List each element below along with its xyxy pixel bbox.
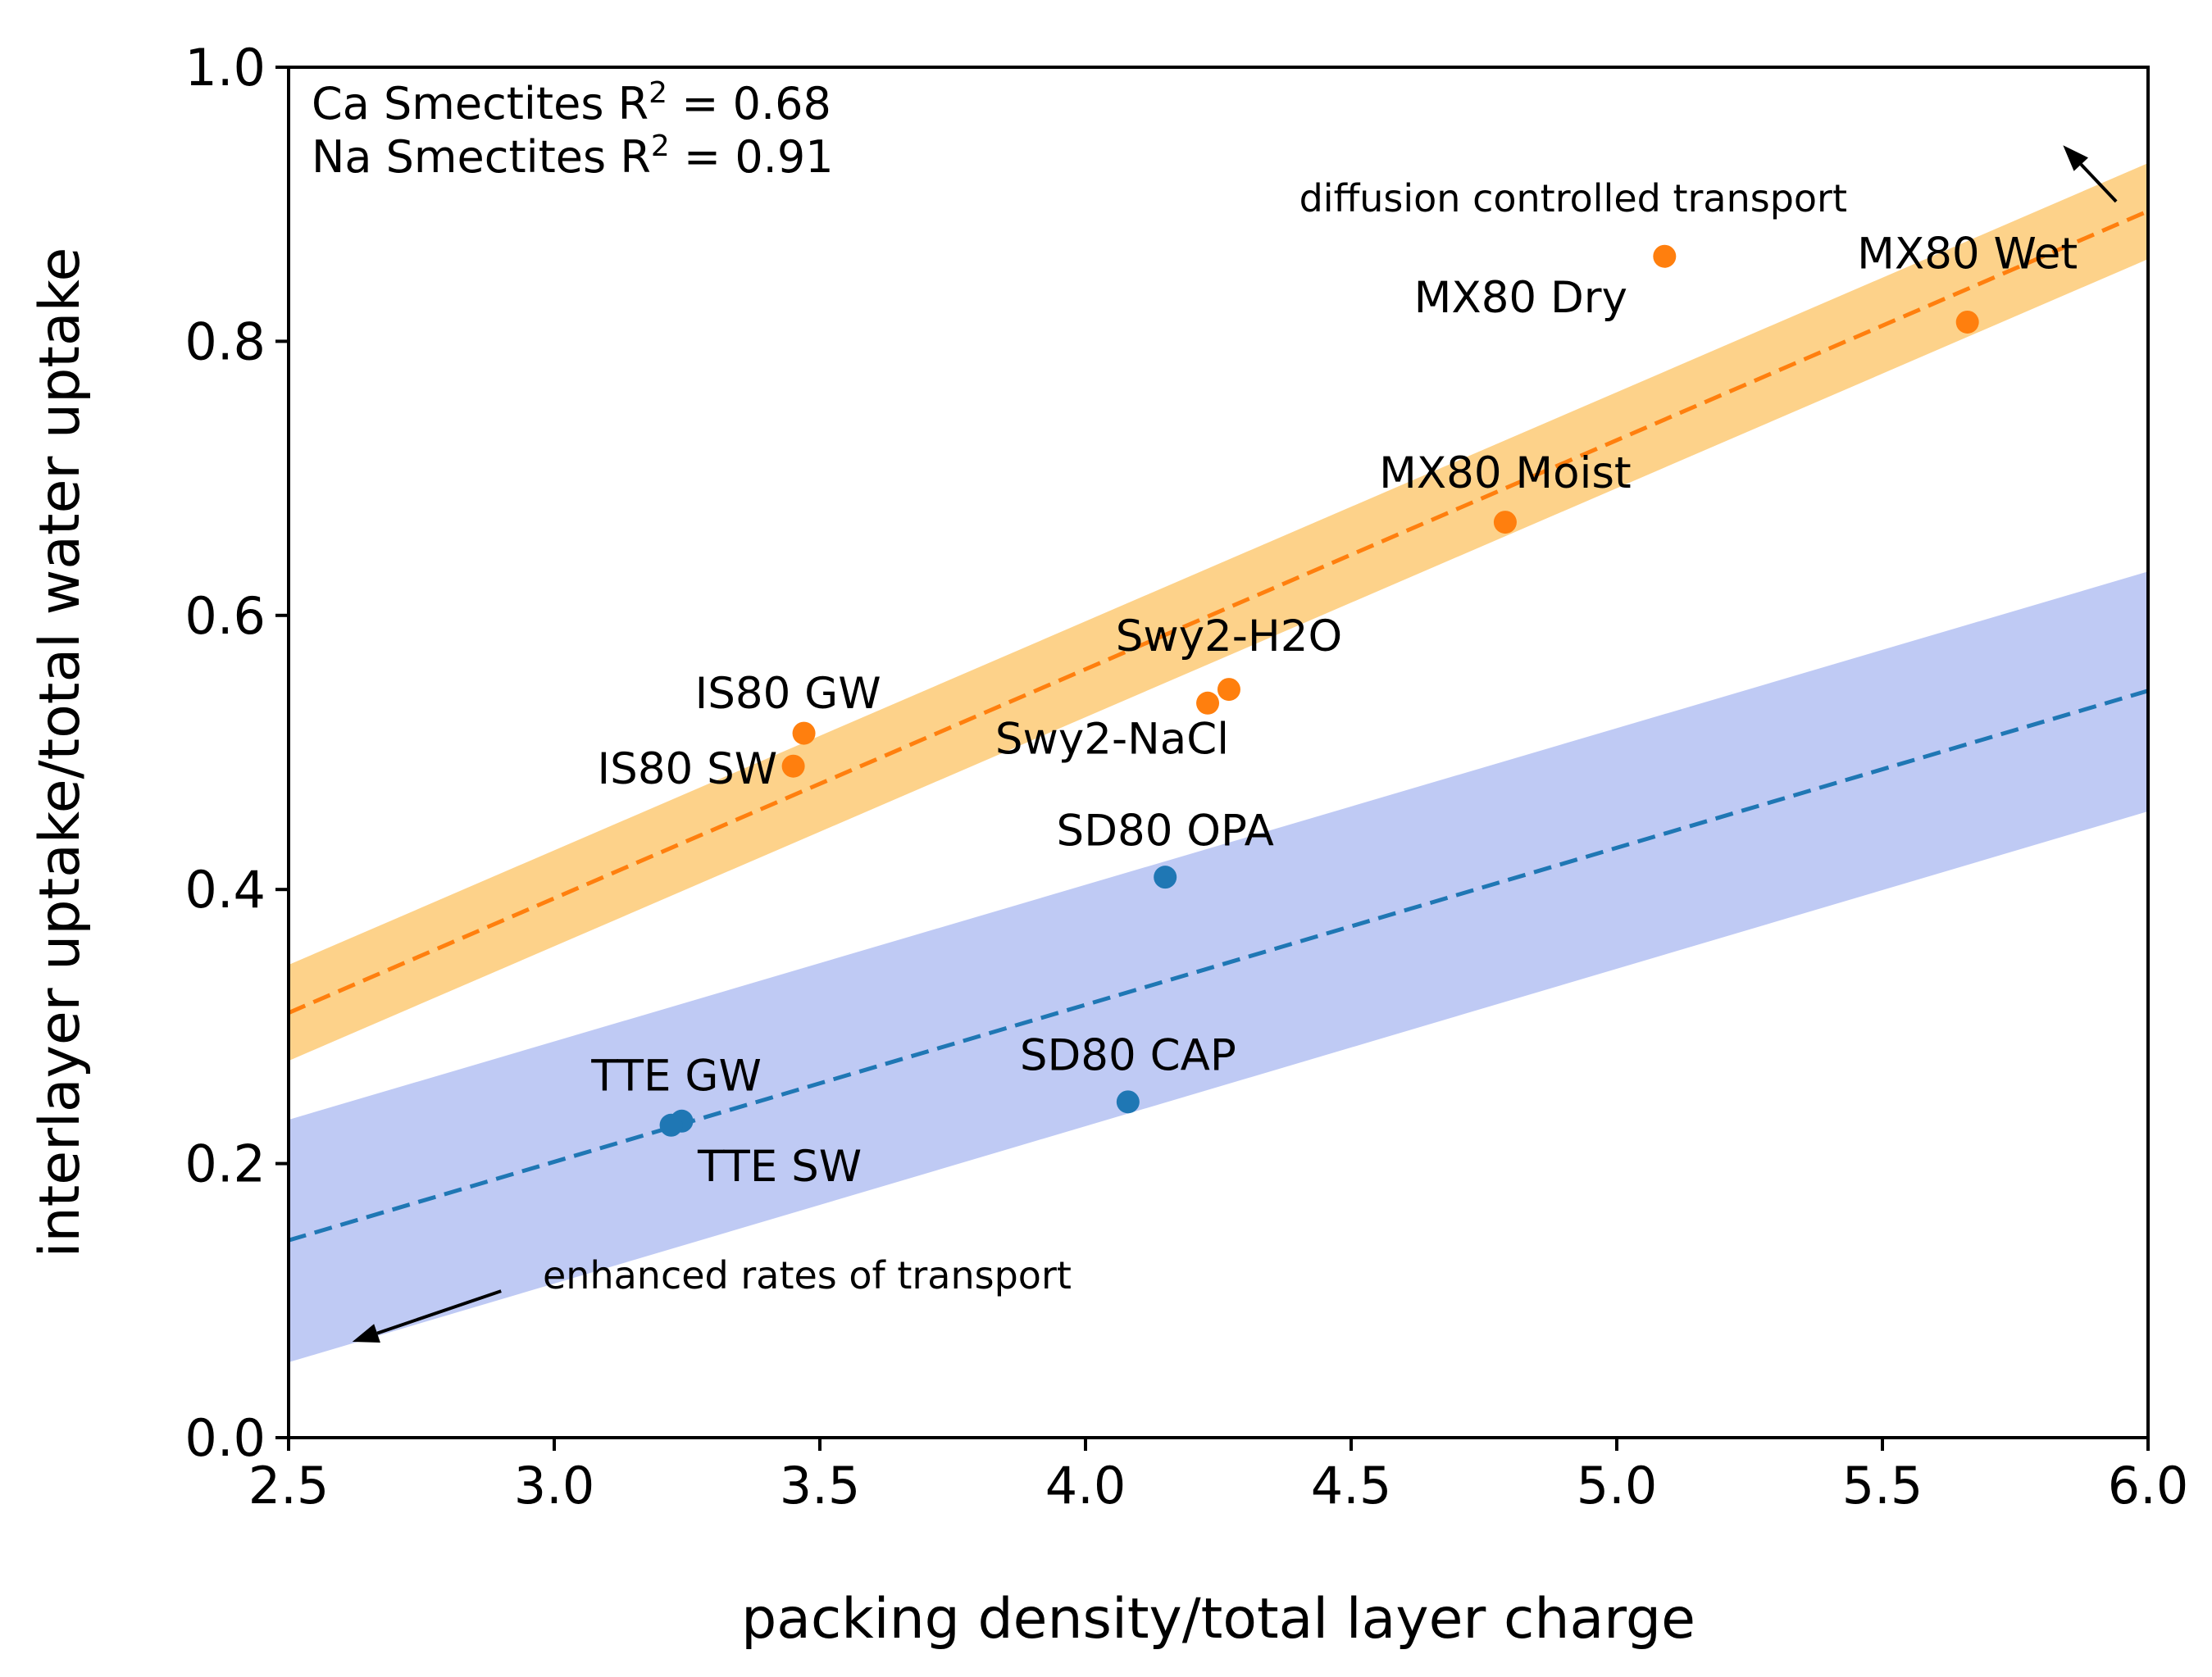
orange-point-label-4: Swy2-NaCl	[995, 714, 1229, 764]
y-tick-label-0: 0.0	[184, 1408, 266, 1468]
y-tick-label-1: 0.2	[184, 1134, 266, 1194]
fit-lines	[289, 209, 2148, 1243]
annotation-diffusion-arrow	[2079, 163, 2118, 203]
annotation-diffusion-arrowhead	[2063, 145, 2089, 171]
orange-point-0	[1653, 244, 1677, 268]
orange-point-2	[1493, 511, 1517, 534]
orange-point-label-6: IS80 SW	[598, 744, 778, 794]
blue-point-1	[1116, 1090, 1140, 1114]
y-tick-label-5: 1.0	[184, 38, 266, 98]
x-axis-label: packing density/total layer charge	[741, 1587, 1695, 1652]
blue-point-label-3: TTE SW	[697, 1142, 862, 1192]
x-tick-label-2: 3.5	[780, 1456, 861, 1516]
annotation-enhanced-arrowhead	[352, 1324, 380, 1343]
orange-point-3	[1217, 678, 1240, 702]
blue-point-3	[659, 1113, 683, 1137]
orange-point-label-1: MX80 Wet	[1857, 229, 2078, 279]
annotation-diffusion: diffusion controlled transport	[1299, 176, 1847, 220]
blue-point-label-2: TTE GW	[590, 1052, 762, 1102]
x-tick-label-0: 2.5	[248, 1456, 330, 1516]
orange-point-6	[781, 754, 805, 778]
orange-point-5	[792, 721, 816, 745]
stats-na: Na Smectites R2 = 0.91	[312, 130, 834, 183]
annotation-enhanced-arrow	[376, 1289, 502, 1335]
x-tick-label-5: 5.0	[1577, 1456, 1658, 1516]
y-tick-label-4: 0.8	[184, 311, 266, 371]
data-points	[659, 244, 1979, 1137]
x-axis-ticks: 2.5 3.0 3.5 4.0 4.5 5.0 5.5 6.0	[248, 1438, 2189, 1516]
stats-ca: Ca Smectites R2 = 0.68	[312, 76, 831, 130]
y-tick-label-3: 0.6	[184, 586, 266, 646]
orange-point-label-3: Swy2-H2O	[1116, 611, 1343, 661]
orange-point-4	[1196, 691, 1220, 715]
x-tick-label-7: 6.0	[2108, 1456, 2189, 1516]
orange-point-label-0: MX80 Dry	[1414, 273, 1627, 323]
y-tick-label-2: 0.4	[184, 860, 266, 920]
blue-point-0	[1154, 866, 1177, 889]
orange-point-label-5: IS80 GW	[695, 669, 881, 719]
point-labels: MX80 Dry MX80 Wet MX80 Moist Swy2-H2O Swy2-N…	[590, 229, 2078, 1192]
orange-point-label-2: MX80 Moist	[1379, 448, 1632, 498]
y-axis-label: interlayer uptake/total water uptake	[28, 248, 93, 1258]
blue-point-label-1: SD80 CAP	[1020, 1031, 1236, 1081]
orange-fit-line	[289, 209, 2148, 1015]
x-tick-label-6: 5.5	[1842, 1456, 1923, 1516]
y-axis-ticks: 0.0 0.2 0.4 0.6 0.8 1.0	[184, 38, 289, 1468]
blue-point-label-0: SD80 OPA	[1057, 806, 1274, 856]
orange-point-1	[1955, 310, 1979, 334]
x-tick-label-4: 4.5	[1311, 1456, 1392, 1516]
x-tick-label-1: 3.0	[514, 1456, 595, 1516]
x-tick-label-3: 4.0	[1045, 1456, 1126, 1516]
plot-frame	[287, 66, 2150, 1439]
blue-confidence-band	[289, 571, 2148, 1363]
annotation-enhanced: enhanced rates of transport	[543, 1253, 1072, 1298]
